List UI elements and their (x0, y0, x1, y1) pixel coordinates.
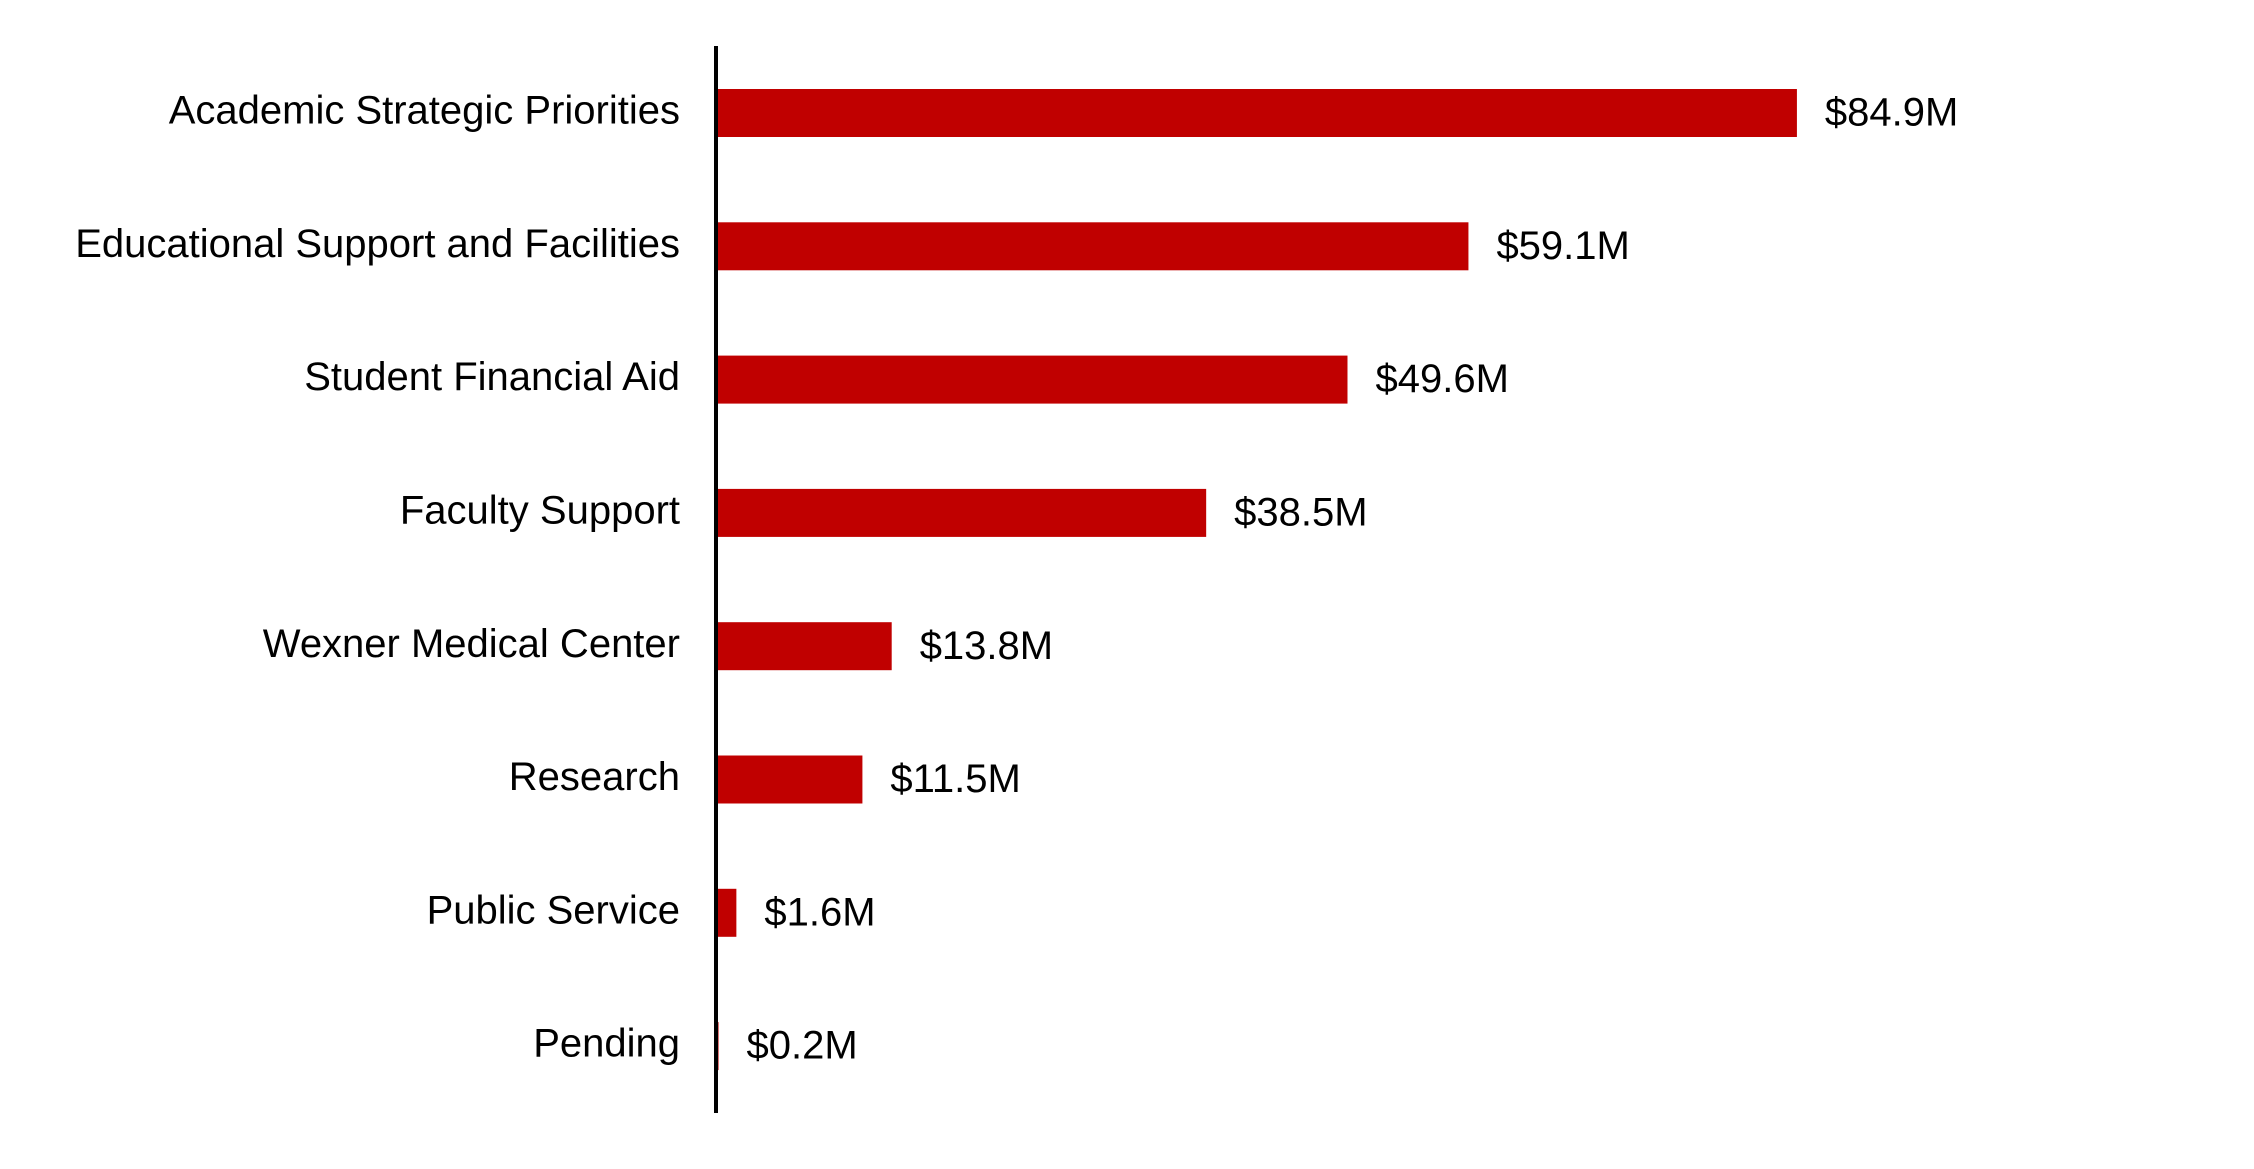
bar (716, 89, 1797, 137)
data-label: $1.6M (764, 890, 875, 934)
data-label: $13.8M (920, 624, 1053, 668)
data-label: $11.5M (890, 757, 1020, 801)
value-labels-group: $84.9M $59.1M $49.6M $38.5M $13.8M $11.5M $1.6… (747, 91, 1959, 1068)
category-label: Research (509, 755, 680, 799)
data-label: $0.2M (747, 1024, 858, 1068)
data-label: $38.5M (1234, 490, 1367, 534)
data-label: $49.6M (1375, 357, 1508, 401)
bar (716, 755, 863, 804)
data-label: $59.1M (1496, 224, 1629, 268)
bar (716, 622, 892, 671)
bar (716, 222, 1469, 271)
bar (716, 355, 1348, 404)
data-label: $84.9M (1825, 91, 1958, 135)
category-label: Academic Strategic Priorities (169, 89, 680, 133)
bars-group (716, 89, 1797, 1071)
category-label: Pending (533, 1022, 680, 1066)
category-label: Student Financial Aid (304, 355, 680, 399)
category-label: Wexner Medical Center (263, 622, 680, 666)
category-label: Public Service (427, 888, 680, 932)
category-label: Faculty Support (400, 488, 680, 532)
category-label: Educational Support and Facilities (75, 222, 680, 266)
bar (716, 488, 1207, 537)
bar (716, 888, 737, 937)
category-labels-group: Academic Strategic Priorities Educational… (75, 89, 680, 1066)
